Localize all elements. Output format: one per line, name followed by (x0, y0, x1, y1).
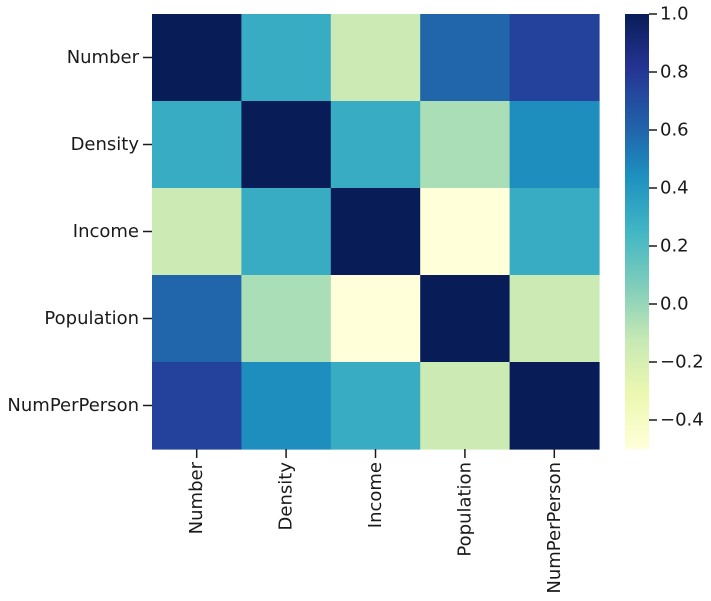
column-tick-labels: Number Density Income Population NumPerPerso… (186, 449, 565, 594)
heatmap-cell-numperperson-numperperson (509, 362, 600, 450)
row-label-number: Number (67, 47, 140, 68)
colorbar-tick-label: 0.8 (660, 62, 689, 83)
column-label-population: Population (454, 462, 475, 557)
heatmap-cell-number-population (420, 14, 511, 102)
colorbar-scale (625, 14, 649, 449)
colorbar-tick-label: 0.6 (660, 120, 689, 141)
colorbar-tick-label: 1.0 (660, 4, 689, 25)
colorbar-tick-label: 0.2 (660, 236, 689, 257)
heatmap-cell-population-population (420, 275, 511, 363)
column-label-numperperson: NumPerPerson (544, 462, 565, 594)
column-label-number: Number (186, 461, 207, 534)
heatmap-cell-income-density (241, 188, 332, 276)
heatmap-cell-income-population (420, 188, 511, 276)
row-label-income: Income (73, 221, 139, 242)
heatmap-cell-number-numperperson (509, 14, 600, 102)
heatmap-cell-population-numperperson (509, 275, 600, 363)
row-label-density: Density (71, 134, 140, 155)
colorbar: 1.0 0.8 0.6 0.4 0.2 0.0 −0.2 −0.4 (625, 4, 704, 449)
heatmap-cell-number-number (152, 14, 242, 102)
colorbar-tick-label: 0.0 (660, 294, 689, 315)
row-label-population: Population (44, 308, 139, 329)
heatmap-cell-density-population (420, 101, 511, 189)
heatmap-cell-density-number (152, 101, 242, 189)
heatmap-cell-numperperson-income (330, 362, 421, 450)
heatmap-cell-number-income (330, 14, 421, 102)
heatmap-cell-income-numperperson (509, 188, 600, 276)
heatmap-cell-density-density (241, 101, 332, 189)
heatmap-cell-income-number (152, 188, 242, 276)
heatmap-cell-density-numperperson (509, 101, 600, 189)
colorbar-tick-label: −0.2 (660, 352, 704, 373)
heatmap-cell-population-number (152, 275, 242, 363)
column-label-income: Income (365, 462, 386, 528)
row-label-numperperson: NumPerPerson (7, 395, 139, 416)
heatmap-cell-population-income (330, 275, 421, 363)
heatmap-cell-population-density (241, 275, 332, 363)
colorbar-tick-label: −0.4 (660, 410, 704, 431)
heatmap-cell-numperperson-population (420, 362, 511, 450)
row-tick-labels: Number Density Income Population NumPerPerso… (7, 47, 152, 416)
column-label-density: Density (276, 462, 297, 531)
heatmap-cell-numperperson-number (152, 362, 242, 450)
heatmap-cell-income-income (330, 188, 421, 276)
heatmap-cell-density-income (330, 101, 421, 189)
heatmap-cells (152, 14, 600, 450)
colorbar-tick-label: 0.4 (660, 178, 689, 199)
heatmap-cell-number-density (241, 14, 332, 102)
heatmap-cell-numperperson-density (241, 362, 332, 450)
